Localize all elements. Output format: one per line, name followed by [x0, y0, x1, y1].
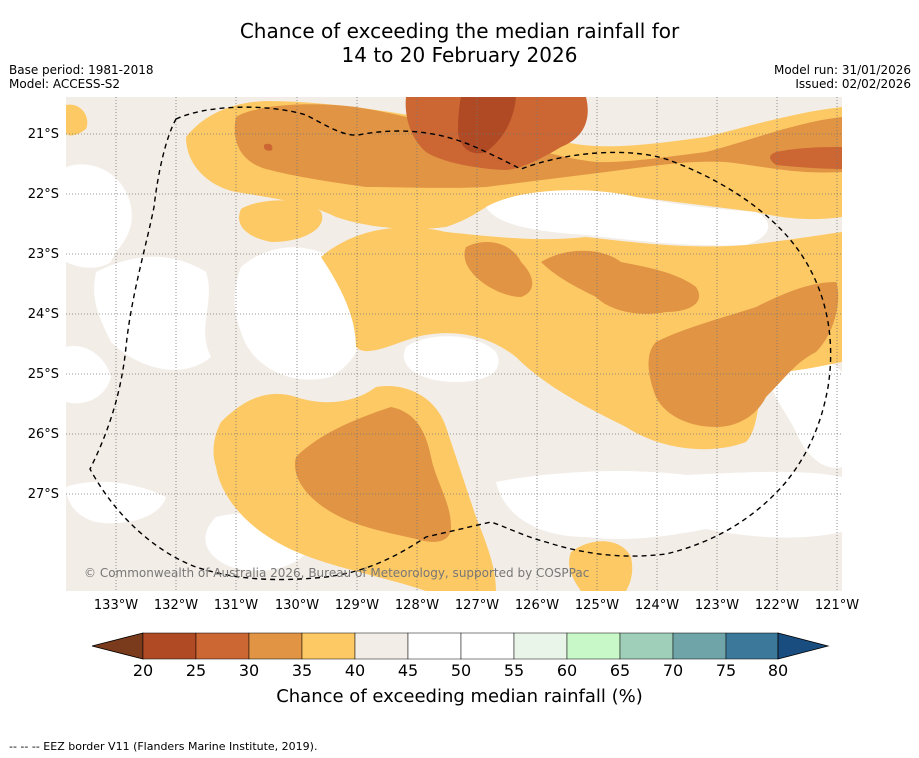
- colorbar-tick: 55: [503, 661, 525, 680]
- lon-label: 131°W: [213, 598, 259, 613]
- lon-label: 130°W: [274, 598, 320, 613]
- orange-region: [464, 242, 533, 297]
- base-period: Base period: 1981-2018: [9, 63, 154, 77]
- white-regions: [66, 164, 842, 571]
- colorbar-tick: 75: [715, 661, 737, 680]
- orange-regions: [234, 104, 842, 542]
- lon-label: 129°W: [334, 598, 380, 613]
- lat-label: 27°S: [27, 487, 59, 502]
- colorbar-tick: 25: [185, 661, 207, 680]
- white-region: [66, 346, 111, 404]
- lon-label: 128°W: [394, 598, 440, 613]
- lat-label: 21°S: [27, 127, 59, 142]
- colorbar-segment: [460, 632, 515, 660]
- lon-label: 121°W: [814, 598, 860, 613]
- lon-label: 132°W: [153, 598, 199, 613]
- dark-orange-region: [263, 143, 273, 151]
- darkest-region: [458, 97, 516, 154]
- white-region: [770, 357, 842, 468]
- colorbar-segment: [619, 632, 674, 660]
- white-region: [66, 164, 132, 268]
- colorbar-tick: 30: [238, 661, 260, 680]
- lon-label: 127°W: [454, 598, 500, 613]
- colorbar-segment: [407, 632, 462, 660]
- lon-label: 133°W: [93, 598, 139, 613]
- orange-region: [648, 282, 839, 427]
- orange-region: [295, 407, 451, 542]
- colorbar-extend-high: [777, 632, 830, 660]
- eez-footnote: -- -- -- EEZ border V11 (Flanders Marine…: [9, 740, 318, 753]
- lon-label: 126°W: [514, 598, 560, 613]
- colorbar-tick: 35: [291, 661, 313, 680]
- colorbar-segment: [195, 632, 250, 660]
- white-region: [486, 190, 769, 246]
- colorbar-segment: [725, 632, 779, 660]
- orange-region: [541, 250, 700, 314]
- white-region: [94, 256, 211, 370]
- colorbar-segment: [672, 632, 727, 660]
- map-title-line1: Chance of exceeding the median rainfall …: [239, 19, 680, 43]
- model-name: Model: ACCESS-S2: [9, 77, 121, 91]
- colorbar: [91, 632, 830, 660]
- lon-label: 123°W: [694, 598, 740, 613]
- colorbar-tick: 70: [662, 661, 684, 680]
- colorbar-segment: [301, 632, 356, 660]
- meta-left: Base period: 1981-2018 Model: ACCESS-S2: [9, 63, 154, 91]
- colorbar-segment: [248, 632, 303, 660]
- light-orange-region: [66, 104, 88, 136]
- darkest-regions: [458, 97, 516, 154]
- lat-label: 23°S: [27, 247, 59, 262]
- colorbar-segment: [566, 632, 621, 660]
- white-region: [496, 471, 842, 540]
- lat-label: 24°S: [27, 307, 59, 322]
- colorbar-tick: 20: [132, 661, 154, 680]
- colorbar-tick: 60: [556, 661, 578, 680]
- lat-label: 22°S: [27, 187, 59, 202]
- orange-region: [234, 104, 842, 188]
- colorbar-tick: 50: [450, 661, 472, 680]
- colorbar-tick: 45: [397, 661, 419, 680]
- white-region: [234, 247, 367, 380]
- light-orange-region: [569, 541, 633, 591]
- meta-right: Model run: 31/01/2026 Issued: 02/02/2026: [774, 63, 911, 91]
- colorbar-segment: [142, 632, 197, 660]
- lon-label: 122°W: [754, 598, 800, 613]
- model-run: Model run: 31/01/2026: [773, 63, 911, 77]
- lon-label: 124°W: [634, 598, 680, 613]
- colorbar-extend-low: [91, 632, 144, 660]
- colorbar-segment: [513, 632, 568, 660]
- colorbar-tick: 65: [609, 661, 631, 680]
- lat-label: 26°S: [27, 427, 59, 442]
- colorbar-segment: [354, 632, 409, 660]
- colorbar-tick: 40: [344, 661, 366, 680]
- issued-date: Issued: 02/02/2026: [795, 77, 911, 91]
- colorbar-tick: 80: [767, 661, 789, 680]
- colorbar-title: Chance of exceeding median rainfall (%): [276, 686, 643, 707]
- lon-label: 125°W: [574, 598, 620, 613]
- white-region: [403, 336, 499, 382]
- graticule: [66, 97, 842, 591]
- light-orange-region: [239, 200, 323, 242]
- lat-label: 25°S: [27, 367, 59, 382]
- map-title-line2: 14 to 20 February 2026: [341, 43, 578, 67]
- rainfall-map: [66, 97, 842, 591]
- copyright-watermark: © Commonwealth of Australia 2026, Bureau…: [84, 566, 590, 580]
- eez-border: [89, 106, 832, 581]
- dark-orange-region: [770, 147, 842, 169]
